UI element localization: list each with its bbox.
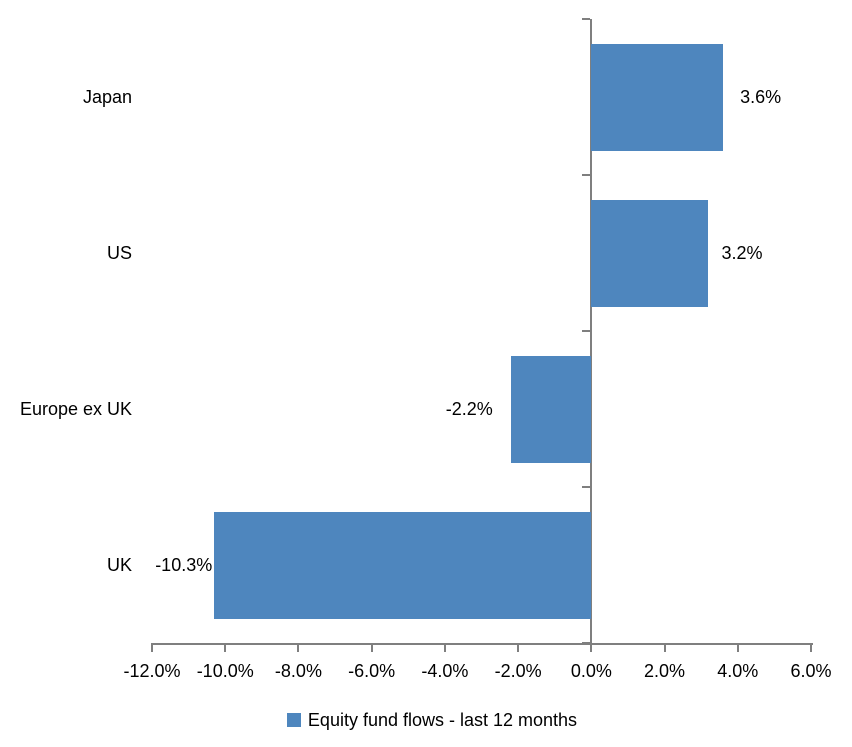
- x-axis-tick: [224, 643, 227, 652]
- bar-europe-ex-uk: [510, 355, 592, 463]
- x-axis-tick: [297, 643, 300, 652]
- bar-us: [591, 199, 709, 307]
- x-axis-tick-label: 2.0%: [644, 661, 686, 681]
- x-axis-tick: [370, 643, 373, 652]
- data-label: -2.2%: [445, 399, 493, 419]
- y-axis-tick: [582, 18, 591, 20]
- x-axis-tick: [443, 643, 446, 652]
- bar-japan: [591, 43, 724, 151]
- x-axis-tick-label: -4.0%: [421, 661, 469, 681]
- category-label: Japan: [82, 87, 132, 107]
- category-label: UK: [106, 555, 132, 575]
- x-axis-tick-label: 6.0%: [790, 661, 832, 681]
- x-axis-tick: [151, 643, 153, 652]
- x-axis-tick: [663, 643, 666, 652]
- data-label: 3.2%: [721, 243, 763, 263]
- legend-label: Equity fund flows - last 12 months: [307, 710, 578, 730]
- x-axis-tick: [810, 643, 812, 652]
- x-axis-tick-label: -2.0%: [494, 661, 542, 681]
- x-axis-tick-label: 0.0%: [570, 661, 612, 681]
- category-label: US: [106, 243, 132, 263]
- data-label: 3.6%: [740, 87, 782, 107]
- x-axis-tick-label: -12.0%: [123, 661, 181, 681]
- x-axis-tick: [736, 643, 739, 652]
- x-axis-tick-label: -8.0%: [274, 661, 322, 681]
- x-axis-tick-label: 4.0%: [717, 661, 759, 681]
- category-label: Europe ex UK: [19, 399, 132, 419]
- x-axis-tick: [517, 643, 520, 652]
- x-axis-tick: [590, 643, 593, 652]
- x-axis-tick-label: -6.0%: [348, 661, 396, 681]
- data-label: -10.3%: [155, 555, 213, 575]
- category-axis-line: [590, 19, 593, 645]
- value-axis-line: [152, 643, 813, 645]
- bar-uk: [214, 511, 592, 619]
- y-axis-tick: [582, 174, 591, 176]
- legend-swatch-icon: [286, 713, 301, 727]
- y-axis-tick: [582, 330, 591, 332]
- y-axis-tick: [582, 486, 591, 488]
- x-axis-tick-label: -10.0%: [196, 661, 254, 681]
- y-axis-tick: [582, 642, 591, 644]
- legend: Equity fund flows - last 12 months: [0, 706, 852, 734]
